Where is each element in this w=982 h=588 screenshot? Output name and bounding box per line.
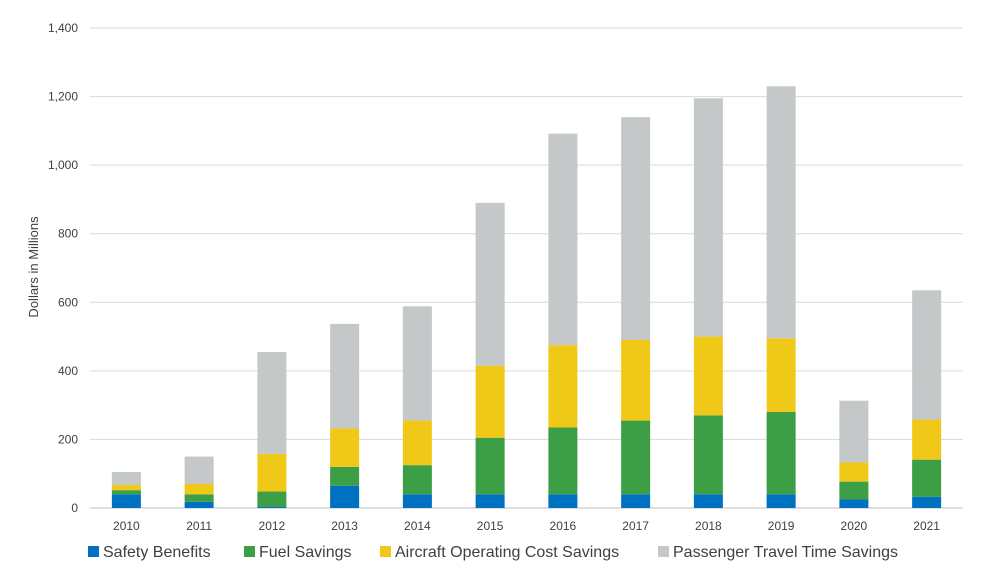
bar-passenger-travel-time-savings-2015 — [475, 202, 505, 366]
bar-fuel-savings-2013 — [330, 466, 360, 486]
legend-item-aircraft-operating-cost-savings: Aircraft Operating Cost Savings — [380, 544, 619, 561]
bar-aircraft-operating-cost-savings-2016 — [548, 345, 578, 428]
gridlines — [90, 27, 963, 509]
bar-aircraft-operating-cost-savings-2017 — [621, 340, 651, 421]
bar-safety-benefits-2016 — [548, 494, 578, 508]
x-tick-label: 2020 — [841, 519, 868, 533]
bar-aircraft-operating-cost-savings-2014 — [402, 420, 432, 466]
legend-label: Fuel Savings — [259, 544, 352, 561]
bar-fuel-savings-2020 — [839, 481, 869, 500]
bar-passenger-travel-time-savings-2019 — [766, 86, 796, 339]
bar-fuel-savings-2017 — [621, 420, 651, 495]
bar-aircraft-operating-cost-savings-2015 — [475, 365, 505, 438]
x-tick-label: 2010 — [113, 519, 140, 533]
bar-aircraft-operating-cost-savings-2013 — [330, 428, 360, 467]
bar-fuel-savings-2010 — [111, 490, 141, 495]
bar-safety-benefits-2015 — [475, 494, 505, 508]
y-tick-label: 200 — [58, 432, 78, 446]
bar-fuel-savings-2011 — [184, 494, 214, 502]
bar-passenger-travel-time-savings-2021 — [912, 290, 942, 420]
bar-safety-benefits-2010 — [111, 494, 141, 508]
y-tick-label: 1,000 — [48, 158, 78, 172]
legend-swatch — [658, 546, 669, 557]
bar-fuel-savings-2015 — [475, 437, 505, 495]
legend-label: Safety Benefits — [103, 544, 211, 561]
bar-safety-benefits-2013 — [330, 485, 360, 508]
legend-item-safety-benefits: Safety Benefits — [88, 544, 211, 561]
y-tick-label: 800 — [58, 227, 78, 241]
y-axis-title: Dollars in Millions — [26, 216, 41, 318]
y-tick-label: 400 — [58, 364, 78, 378]
bar-safety-benefits-2011 — [184, 501, 214, 508]
bar-aircraft-operating-cost-savings-2021 — [912, 419, 942, 460]
bar-passenger-travel-time-savings-2011 — [184, 456, 214, 484]
bar-safety-benefits-2020 — [839, 499, 869, 508]
bar-passenger-travel-time-savings-2020 — [839, 400, 869, 463]
x-tick-label: 2018 — [695, 519, 722, 533]
y-tick-label: 1,400 — [48, 21, 78, 35]
bar-passenger-travel-time-savings-2014 — [402, 306, 432, 421]
bar-aircraft-operating-cost-savings-2019 — [766, 338, 796, 412]
legend-label: Passenger Travel Time Savings — [673, 544, 898, 561]
bar-fuel-savings-2019 — [766, 412, 796, 495]
bar-fuel-savings-2018 — [693, 415, 723, 495]
x-tick-label: 2013 — [331, 519, 358, 533]
x-tick-label: 2011 — [186, 519, 212, 533]
x-tick-label: 2021 — [913, 519, 940, 533]
legend-item-passenger-travel-time-savings: Passenger Travel Time Savings — [658, 544, 898, 561]
x-tick-label: 2019 — [768, 519, 795, 533]
bar-safety-benefits-2019 — [766, 494, 796, 508]
bar-safety-benefits-2021 — [912, 496, 942, 508]
bar-fuel-savings-2014 — [402, 465, 432, 495]
legend-label: Aircraft Operating Cost Savings — [395, 544, 619, 561]
bar-aircraft-operating-cost-savings-2012 — [257, 453, 287, 492]
legend-swatch — [244, 546, 255, 557]
bar-passenger-travel-time-savings-2012 — [257, 352, 287, 454]
bar-safety-benefits-2014 — [402, 494, 432, 508]
bar-safety-benefits-2017 — [621, 494, 651, 508]
bar-passenger-travel-time-savings-2018 — [693, 98, 723, 337]
x-tick-label: 2012 — [259, 519, 286, 533]
legend-swatch — [380, 546, 391, 557]
y-tick-label: 1,200 — [48, 90, 78, 104]
y-axis-ticks: 0 200 400 600 800 1,000 1,200 1,400 — [48, 21, 78, 515]
bar-fuel-savings-2021 — [912, 459, 942, 497]
y-tick-label: 600 — [58, 295, 78, 309]
legend-swatch — [88, 546, 99, 557]
bar-aircraft-operating-cost-savings-2020 — [839, 462, 869, 482]
x-tick-label: 2017 — [622, 519, 649, 533]
bar-aircraft-operating-cost-savings-2018 — [693, 336, 723, 416]
bar-safety-benefits-2012 — [257, 506, 287, 508]
bar-passenger-travel-time-savings-2013 — [330, 323, 360, 429]
bar-fuel-savings-2012 — [257, 491, 287, 507]
bar-safety-benefits-2018 — [693, 494, 723, 508]
bar-fuel-savings-2016 — [548, 427, 578, 495]
x-tick-label: 2014 — [404, 519, 431, 533]
legend: Safety Benefits Fuel Savings Aircraft Oper… — [88, 544, 898, 561]
bar-aircraft-operating-cost-savings-2010 — [111, 485, 141, 491]
x-tick-label: 2016 — [550, 519, 577, 533]
bar-passenger-travel-time-savings-2010 — [111, 472, 141, 486]
bar-aircraft-operating-cost-savings-2011 — [184, 484, 214, 495]
x-tick-label: 2015 — [477, 519, 504, 533]
bars — [111, 86, 942, 508]
legend-item-fuel-savings: Fuel Savings — [244, 544, 352, 561]
x-axis-ticks: 2010 2011 2012 2013 2014 2015 2016 2017 2018 2019… — [113, 519, 940, 533]
bar-passenger-travel-time-savings-2017 — [621, 117, 651, 340]
y-tick-label: 0 — [71, 501, 78, 515]
bar-passenger-travel-time-savings-2016 — [548, 133, 578, 346]
